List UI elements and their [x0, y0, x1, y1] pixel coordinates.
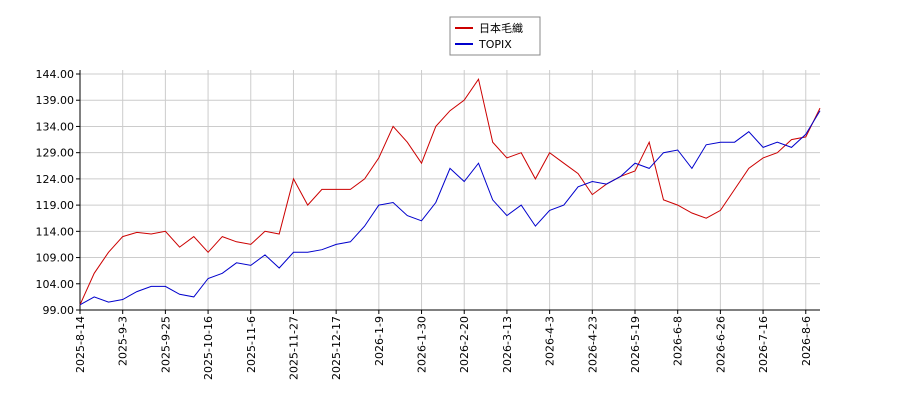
y-tick-label: 134.00	[36, 120, 75, 133]
x-tick-label: 2026-6-8	[672, 316, 685, 366]
y-tick-label: 144.00	[36, 68, 75, 81]
x-tick-label: 2025-11-6	[245, 316, 258, 373]
x-tick-label: 2025-9-3	[117, 316, 130, 366]
y-tick-label: 129.00	[36, 147, 75, 160]
legend-label: 日本毛織	[479, 21, 523, 35]
x-tick-label: 2026-5-19	[629, 316, 642, 373]
y-tick-label: 124.00	[36, 173, 75, 186]
legend-label: TOPIX	[478, 38, 512, 51]
x-tick-label: 2026-3-13	[501, 316, 514, 373]
x-tick-label: 2026-6-26	[714, 316, 727, 373]
y-tick-label: 104.00	[36, 278, 75, 291]
x-tick-label: 2026-4-3	[544, 316, 557, 366]
x-tick-label: 2025-11-27	[287, 316, 300, 380]
y-tick-label: 139.00	[36, 94, 75, 107]
series-line	[79, 77, 821, 306]
x-tick-label: 2026-8-6	[800, 316, 813, 366]
x-tick-label: 2025-12-17	[330, 316, 343, 380]
x-tick-label: 2026-4-23	[586, 316, 599, 373]
series-line	[79, 110, 821, 306]
x-tick-label: 2026-1-30	[416, 316, 429, 373]
x-tick-label: 2026-2-20	[458, 316, 471, 373]
y-tick-label: 109.00	[36, 252, 75, 265]
x-tick-label: 2025-8-14	[74, 316, 87, 373]
y-tick-label: 119.00	[36, 199, 75, 212]
x-tick-label: 2025-9-25	[159, 316, 172, 373]
legend: 日本毛織 TOPIX	[449, 16, 541, 56]
y-tick-label: 99.00	[43, 304, 75, 317]
x-tick-label: 2025-10-16	[202, 316, 215, 380]
y-tick-label: 114.00	[36, 225, 75, 238]
legend-box	[449, 16, 541, 56]
x-tick-label: 2026-7-16	[757, 316, 770, 373]
x-tick-label: 2026-1-9	[373, 316, 386, 366]
